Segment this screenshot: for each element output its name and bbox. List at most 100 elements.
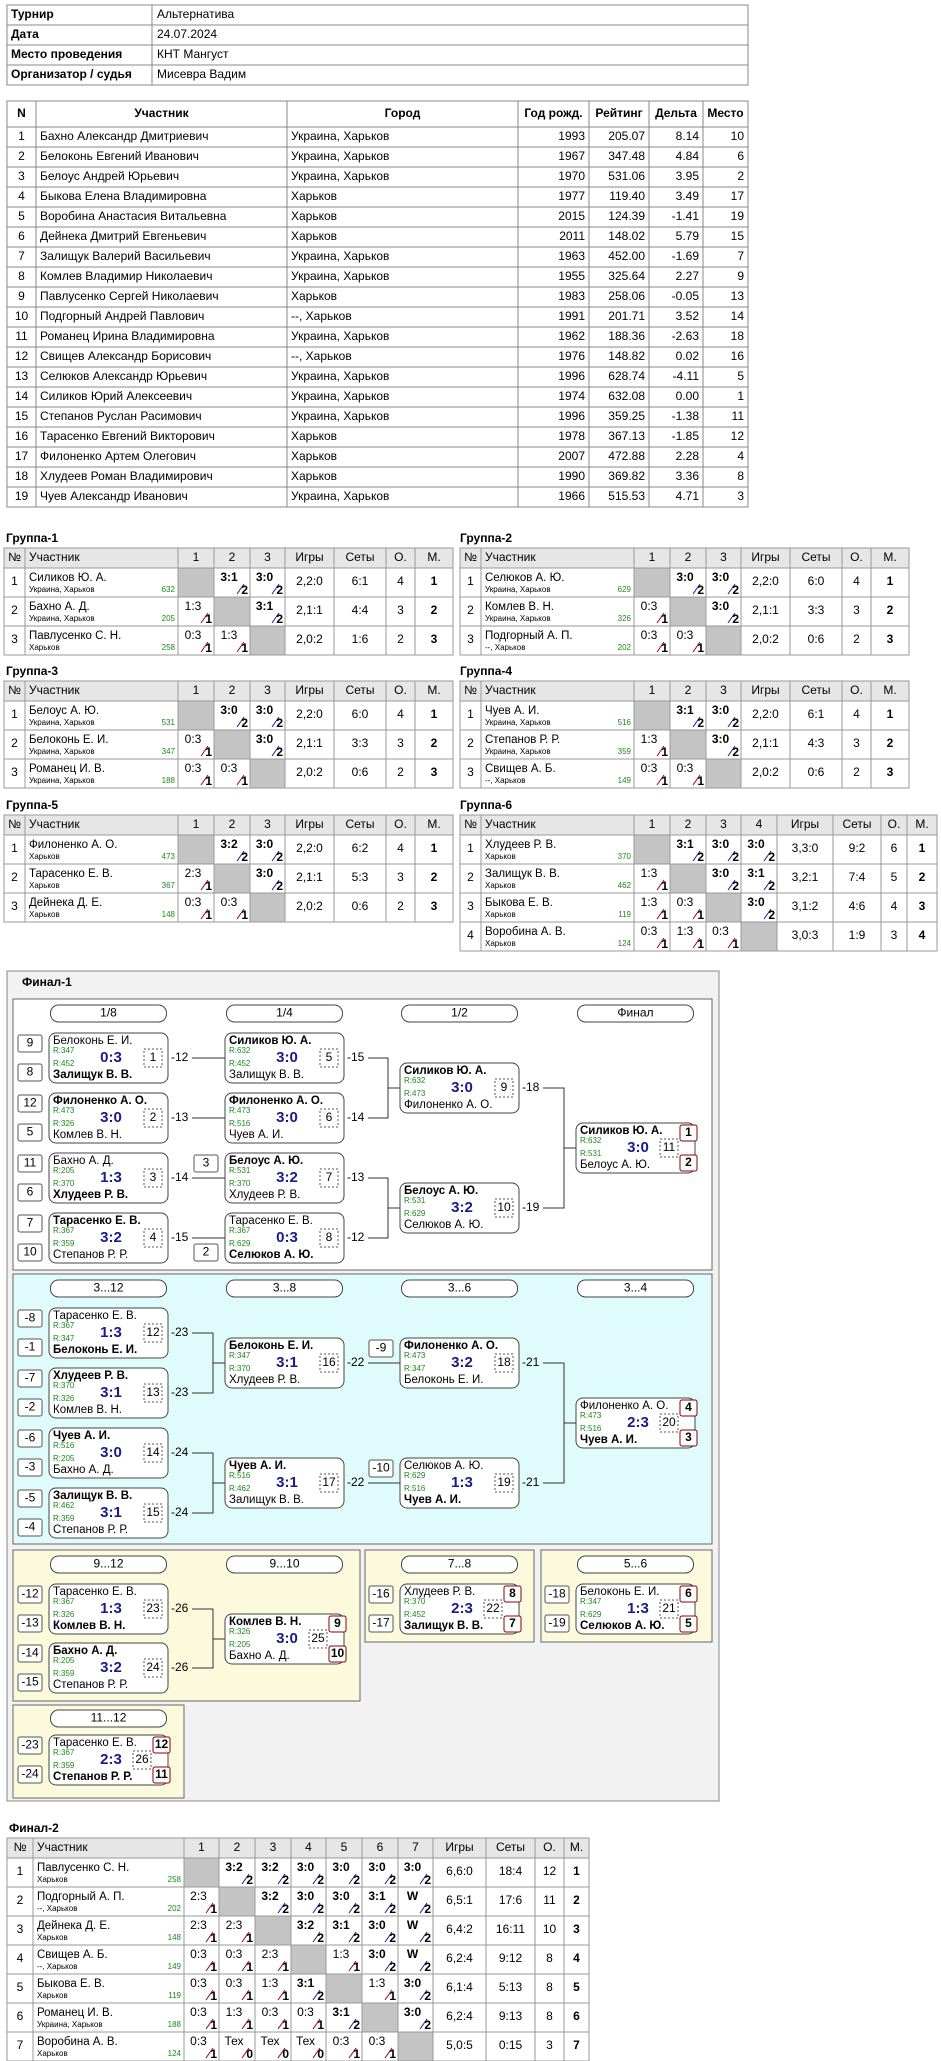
row-sets: 1:9 xyxy=(849,928,866,942)
row-games: 2,0:2 xyxy=(752,765,779,779)
info-value: Мисевра Вадим xyxy=(157,67,246,81)
score-slash xyxy=(241,2047,250,2059)
match-points: 1 xyxy=(282,2018,289,2032)
table-cell xyxy=(397,1857,434,1888)
row-points: 4 xyxy=(891,899,898,913)
player-name: Белоконь Е. И. xyxy=(404,1374,483,1386)
participant-field: 367.13 xyxy=(608,429,645,443)
info-value: Альтернатива xyxy=(157,7,235,21)
score-slash xyxy=(384,1902,393,1914)
round-pill xyxy=(226,1004,343,1023)
score-slash xyxy=(384,1960,393,1972)
seed-label: -17 xyxy=(372,1616,390,1630)
participant-field: 3.52 xyxy=(676,309,700,323)
match-score: 3:0 xyxy=(276,1109,298,1126)
match-score: 2:3 xyxy=(185,866,202,880)
participant-field: 12 xyxy=(731,429,745,443)
match-score: 1:3 xyxy=(627,1600,649,1617)
table-cell xyxy=(24,729,179,760)
seed-label: 9 xyxy=(27,1036,34,1050)
score-slash xyxy=(312,2047,321,2059)
match-number-box xyxy=(319,1353,339,1373)
match-number: 16 xyxy=(322,1355,336,1369)
table-cell xyxy=(480,567,635,598)
seed-label: -9 xyxy=(376,1341,387,1355)
row-place: 4 xyxy=(573,1951,580,1965)
table-cell xyxy=(534,2002,565,2033)
table-cell xyxy=(333,892,387,923)
match-score: 1:3 xyxy=(677,924,694,938)
match-points: 2 xyxy=(246,1873,253,1887)
player-name: Дейнека Д. Е. xyxy=(37,1920,110,1932)
player-name: Белоус А. Ю. xyxy=(404,1185,478,1197)
column-header: 6 xyxy=(377,1840,384,1854)
row-points: 3 xyxy=(891,928,898,942)
row-place: 3 xyxy=(573,1922,580,1936)
match-box xyxy=(48,1367,169,1419)
loser-destination: -26 xyxy=(171,1660,189,1674)
player-rating: 473 xyxy=(162,852,176,861)
row-points: 2 xyxy=(397,632,404,646)
column-header: О. xyxy=(394,817,407,831)
round-pill xyxy=(50,1279,167,1298)
participant-field: 0.00 xyxy=(676,389,700,403)
player-name: Комлев В. Н. xyxy=(53,1404,122,1416)
participant-field: 14 xyxy=(731,309,745,323)
participant-field: 19 xyxy=(15,489,29,503)
table-cell xyxy=(385,625,416,656)
participant-field: Харьков xyxy=(291,429,337,443)
match-points: 2 xyxy=(353,1873,360,1887)
self-cell xyxy=(326,1974,362,2003)
match-score: 0:3 xyxy=(641,924,658,938)
seed-label: 3 xyxy=(203,1156,210,1170)
player-city: Харьков xyxy=(29,910,60,919)
row-place: 1 xyxy=(431,841,438,855)
table-cell xyxy=(249,834,286,865)
row-number: 1 xyxy=(17,1864,24,1878)
row-place: 4 xyxy=(919,928,926,942)
match-number: 14 xyxy=(146,1445,160,1459)
score-slash xyxy=(727,745,736,757)
column-header: Сеты xyxy=(496,1840,525,1854)
table-cell xyxy=(414,567,454,598)
player-name: Белоус А. Ю. xyxy=(580,1159,650,1171)
player-rating: 367 xyxy=(162,881,176,890)
column-header: Игры xyxy=(751,550,779,564)
match-score: 0:3 xyxy=(190,2005,207,2019)
table-cell xyxy=(432,1973,487,2004)
column-header: М. xyxy=(883,550,896,564)
score-slash xyxy=(312,1931,321,1943)
row-sets: 4:4 xyxy=(352,603,369,617)
column-header: 2 xyxy=(685,683,692,697)
participant-field: Силиков Юрий Алексеевич xyxy=(40,389,192,403)
match-box xyxy=(48,1307,169,1359)
player-rating: R:473 xyxy=(404,1089,426,1098)
player-rating: 205 xyxy=(162,614,176,623)
seed-label: -18 xyxy=(548,1587,566,1601)
player-name: Степанов Р. Р. xyxy=(53,1249,128,1261)
column-header: Участник xyxy=(485,550,536,564)
player-rating: R:359 xyxy=(53,1669,75,1678)
player-city: Харьков xyxy=(485,939,516,948)
match-number-box xyxy=(494,1198,514,1218)
match-score: 2:3 xyxy=(262,1947,279,1961)
match-points: 2 xyxy=(732,879,739,893)
row-games: 2,1:1 xyxy=(296,736,323,750)
round-label: 3...4 xyxy=(624,1281,648,1295)
participant-field: 10 xyxy=(731,129,745,143)
table-cell xyxy=(480,892,635,923)
row-games: 6,4:2 xyxy=(446,1922,473,1936)
score-slash xyxy=(348,1902,357,1914)
score-slash xyxy=(727,716,736,728)
row-games: 5,0:5 xyxy=(446,2038,473,2052)
player-name: Белоконь Е. И. xyxy=(53,1344,137,1356)
participant-field: 6 xyxy=(737,149,744,163)
match-points: 2 xyxy=(353,1931,360,1945)
row-number: 1 xyxy=(11,707,18,721)
row-number: 2 xyxy=(467,870,474,884)
match-number: 26 xyxy=(135,1752,149,1766)
loser-destination: -13 xyxy=(347,1170,365,1184)
row-place: 1 xyxy=(887,707,894,721)
column-header: Участник xyxy=(485,683,536,697)
match-number-box xyxy=(659,1138,679,1158)
